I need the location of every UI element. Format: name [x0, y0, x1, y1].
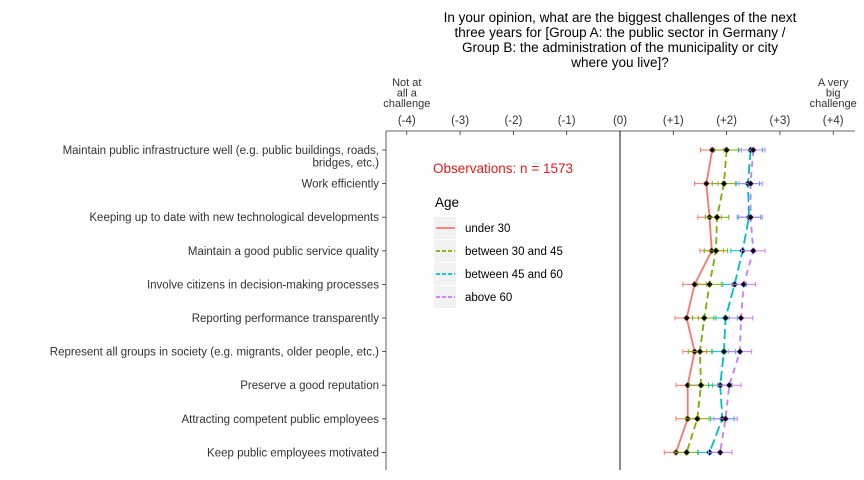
x-tick-label: (-2) — [504, 115, 522, 127]
title-line: where you live]? — [570, 55, 669, 70]
x-tick-label: (-1) — [558, 115, 576, 127]
series-line — [675, 149, 714, 453]
y-tick-label: Attracting competent public employees — [181, 414, 379, 426]
data-point — [683, 448, 691, 457]
data-point — [749, 247, 757, 255]
legend-title: Age — [435, 195, 459, 210]
x-end-label-right: challenge — [810, 98, 857, 110]
legend-item: under 30 — [434, 217, 510, 239]
series-line — [685, 149, 728, 453]
x-tick-label: (-3) — [451, 115, 469, 127]
data-point — [683, 314, 691, 322]
observations-annotation: Observations: n = 1573 — [433, 161, 573, 176]
y-tick-label: Maintain a good public service quality — [188, 246, 379, 258]
y-tick-label: Work efficiently — [301, 179, 379, 191]
data-point — [690, 280, 699, 289]
y-tick-label: Preserve a good reputation — [240, 380, 379, 392]
series — [674, 146, 739, 457]
data-point — [700, 314, 708, 322]
data-point — [740, 280, 748, 289]
data-point — [722, 146, 731, 154]
data-point — [725, 381, 733, 389]
x-tick-label: (+2) — [716, 115, 737, 127]
data-point — [708, 146, 716, 154]
x-end-label-right: A very — [818, 77, 849, 89]
data-point — [702, 179, 710, 188]
legend-label: under 30 — [465, 223, 510, 235]
y-tick-label: Keep public employees motivated — [207, 447, 379, 459]
x-end-label-left: Not at — [392, 77, 421, 89]
chart-title: In your opinion, what are the biggest ch… — [444, 10, 797, 70]
y-tick-label: Represent all groups in society (e.g. mi… — [50, 347, 379, 359]
x-end-label-right: big — [826, 88, 841, 100]
legend-item: between 30 and 45 — [434, 240, 563, 262]
data-point — [721, 415, 730, 423]
series — [663, 146, 725, 457]
y-axis-labels: Maintain public infrastructure well (e.g… — [50, 131, 387, 470]
data-point — [737, 314, 745, 322]
data-point — [712, 247, 720, 255]
x-tick-label: (+1) — [663, 115, 684, 127]
data-point — [746, 213, 755, 221]
x-axis: (-4) (-3) (-2) (-1) (0) (+1) (+2) (+3) (+4) Not a… — [383, 77, 857, 135]
x-tick-label: (-4) — [398, 115, 416, 127]
x-tick-label: (0) — [613, 115, 627, 127]
legend-label: between 45 and 60 — [465, 269, 563, 281]
data-point — [736, 347, 744, 356]
y-tick-label: bridges, etc.) — [313, 158, 380, 170]
series-line — [719, 149, 755, 453]
legend-item: between 45 and 60 — [434, 263, 563, 285]
y-tick-label: Reporting performance transparently — [192, 313, 380, 325]
data-point — [746, 179, 755, 188]
title-line: In your opinion, what are the biggest ch… — [444, 10, 797, 25]
y-tick-label: Keeping up to date with new technologica… — [89, 212, 379, 224]
legend-item: above 60 — [434, 286, 512, 308]
series-layer — [663, 146, 766, 457]
x-tick-label: (+4) — [823, 115, 844, 127]
data-point — [693, 415, 701, 423]
data-point — [721, 314, 730, 322]
y-tick-label: Maintain public infrastructure well (e.g… — [63, 145, 379, 157]
data-point — [705, 280, 714, 289]
data-point — [696, 347, 704, 356]
data-point — [684, 381, 692, 389]
title-line: Group B: the administration of the munic… — [462, 40, 778, 55]
data-point — [713, 213, 721, 221]
title-line: three years for [Group A: the public sec… — [455, 25, 786, 40]
data-point — [749, 146, 757, 154]
data-point — [697, 381, 705, 389]
series — [707, 146, 766, 457]
legend-label: above 60 — [465, 292, 512, 304]
legend: Age under 30 between 30 and 45 between 45 a… — [434, 195, 563, 308]
y-tick-label: Involve citizens in decision-making proc… — [147, 279, 379, 291]
x-end-label-left: challenge — [383, 98, 430, 110]
legend-label: between 30 and 45 — [465, 246, 563, 258]
data-point — [720, 347, 728, 356]
series-line — [708, 149, 752, 453]
data-point — [716, 448, 724, 457]
data-point — [720, 179, 728, 188]
x-tick-label: (+3) — [770, 115, 791, 127]
x-end-label-left: all a — [397, 88, 418, 100]
